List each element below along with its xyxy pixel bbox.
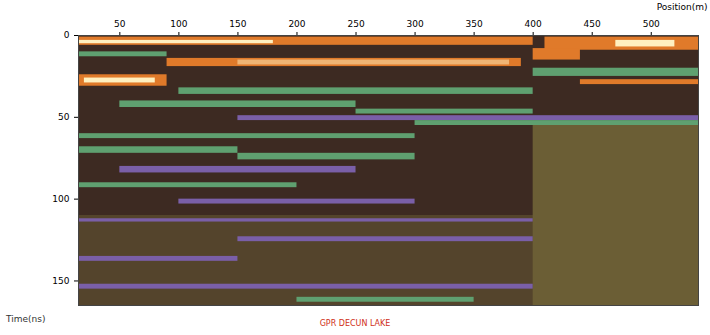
svg-text:0: 0: [64, 30, 70, 40]
svg-text:500: 500: [643, 19, 660, 29]
svg-text:350: 350: [466, 19, 483, 29]
svg-text:150: 150: [229, 19, 246, 29]
svg-text:450: 450: [584, 19, 601, 29]
svg-text:250: 250: [347, 19, 364, 29]
svg-text:Position(m): Position(m): [657, 2, 708, 12]
svg-text:100: 100: [52, 194, 69, 204]
svg-text:50: 50: [58, 112, 70, 122]
html-text:Time(ns): Time(ns): [6, 314, 46, 324]
svg-text:300: 300: [406, 19, 423, 29]
svg-text:200: 200: [288, 19, 305, 29]
html-text:GPR DECUN LAKE: GPR DECUN LAKE: [319, 319, 391, 328]
svg-text:100: 100: [170, 19, 187, 29]
svg-text:400: 400: [525, 19, 542, 29]
svg-text:50: 50: [114, 19, 126, 29]
svg-text:150: 150: [52, 276, 69, 286]
